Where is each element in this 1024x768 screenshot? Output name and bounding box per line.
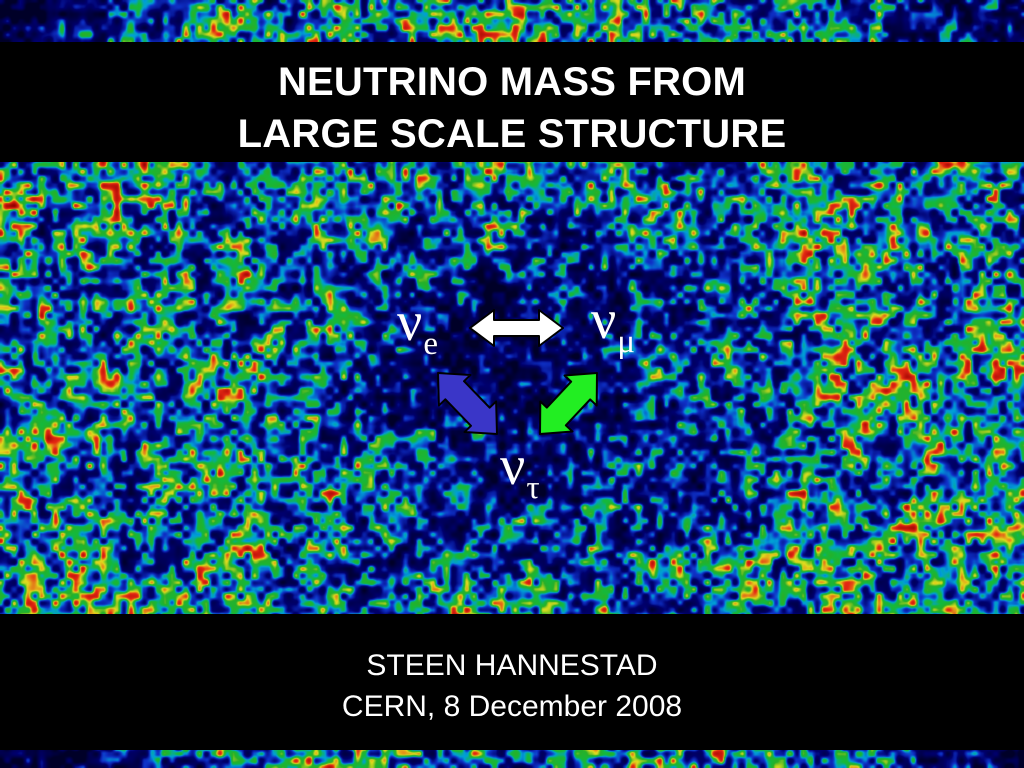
title-line-2: LARGE SCALE STRUCTURE — [237, 112, 787, 156]
double-arrow-shape — [538, 372, 598, 435]
author-name: STEEN HANNESTAD — [366, 649, 658, 682]
tau-neutrino-symbol: ντ — [500, 435, 540, 506]
title-band — [0, 42, 1024, 162]
electron-neutrino-symbol: νe — [397, 291, 438, 362]
muon-neutrino-symbol: νμ — [591, 289, 635, 360]
electron-muon-arrow — [469, 309, 564, 347]
flavor-subscript-mu: μ — [617, 324, 636, 360]
flavor-subscript-tau: τ — [526, 470, 540, 506]
title-line-1: NEUTRINO MASS FROM — [277, 60, 747, 104]
venue-date: CERN, 8 December 2008 — [341, 690, 683, 723]
double-arrow-shape — [469, 309, 564, 347]
muon-tau-arrow — [538, 372, 598, 435]
nu-glyph: ν — [500, 435, 526, 497]
nu-glyph: ν — [397, 291, 423, 353]
subtitle-band — [0, 614, 1024, 750]
nu-glyph: ν — [591, 289, 617, 351]
flavor-subscript-e: e — [423, 326, 438, 362]
double-arrow-shape — [437, 372, 499, 436]
electron-tau-arrow — [437, 372, 499, 436]
